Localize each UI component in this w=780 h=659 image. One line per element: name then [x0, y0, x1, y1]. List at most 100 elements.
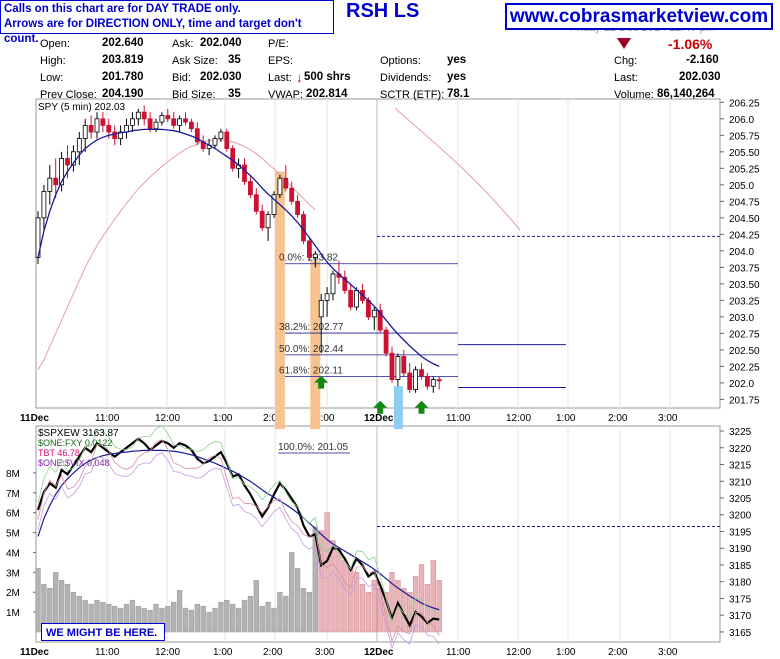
open-label: Open:	[40, 38, 70, 50]
volume-bar	[324, 512, 330, 633]
volume-bar	[212, 607, 218, 633]
volume-tick-label: 6M	[6, 509, 20, 520]
price-candle	[76, 138, 82, 153]
price-candle	[188, 121, 194, 130]
bid-value: 202.030	[200, 71, 242, 83]
price-candle	[419, 369, 424, 377]
vwap-label: VWAP:	[268, 89, 304, 101]
vwap-value: 202.814	[306, 88, 348, 100]
volume-bar	[289, 552, 295, 633]
last-size-value: 500 shrs	[304, 71, 351, 83]
index-tick-label: 3210	[729, 477, 752, 488]
slow-moving-average-line	[394, 107, 521, 231]
volume-bar	[218, 601, 224, 633]
index-tick-label: 3175	[729, 594, 752, 605]
options-value: yes	[447, 54, 467, 66]
price-candle	[124, 125, 129, 133]
volume-bar	[294, 568, 301, 633]
volume-bar	[247, 595, 254, 633]
price-candle	[312, 253, 318, 258]
volume-bar	[353, 572, 360, 633]
price-tick-label: 201.75	[729, 395, 760, 406]
price-candle	[212, 138, 218, 146]
price-candle	[118, 131, 123, 140]
volume-tick-label: 7M	[6, 489, 20, 500]
price-candle	[112, 131, 118, 140]
volume-bar	[235, 607, 242, 633]
price-panel-frame	[35, 98, 721, 409]
price-candle	[177, 118, 183, 126]
volume-bar	[359, 584, 366, 633]
index-tick-label: 3170	[729, 611, 752, 622]
note-line-2: Arrows are for DIRECTION ONLY, time and …	[4, 18, 302, 45]
price-candle	[395, 356, 401, 381]
price-candle	[183, 118, 188, 123]
price-candle	[94, 118, 100, 133]
prev-close-label: Prev Close:	[40, 89, 97, 101]
price-tick-label: 205.75	[729, 131, 760, 142]
price-candle	[230, 148, 236, 169]
prev-close-value: 204.190	[102, 88, 144, 100]
index-tick-label: 3180	[729, 578, 752, 589]
we-might-be-here-note: WE MIGHT BE HERE.	[41, 623, 165, 641]
volume-bar	[165, 605, 171, 633]
volume-bar	[253, 580, 259, 633]
price-candle	[88, 125, 94, 133]
ask-size-label: Ask Size:	[172, 55, 218, 67]
price-candle	[129, 118, 135, 126]
price-candle	[71, 151, 76, 166]
volume-tick-label: 3M	[6, 568, 20, 579]
volume-bar	[259, 605, 265, 633]
time-axis-label: 12:00	[155, 413, 180, 424]
volume-tick-label: 5M	[6, 529, 20, 540]
time-axis-label: 2:00	[608, 647, 628, 658]
price-candle	[135, 111, 141, 120]
vix-overlay-line	[37, 452, 440, 650]
price-candle	[283, 177, 289, 189]
high-value: 203.819	[102, 54, 144, 66]
volume-bar	[418, 564, 425, 633]
index-tick-label: 3165	[729, 628, 752, 639]
price-candle	[159, 115, 165, 123]
price-candle	[324, 293, 330, 301]
volume-tick-label: 1M	[6, 608, 20, 619]
price-candle	[271, 194, 277, 215]
sctr-label: SCTR (ETF):	[380, 89, 445, 101]
volume-bar	[35, 568, 41, 633]
bid-size-label: Bid Size:	[172, 89, 216, 101]
price-candle	[407, 372, 413, 390]
index-tick-label: 3190	[729, 544, 752, 555]
price-tick-label: 202.25	[729, 362, 760, 373]
price-candle	[306, 240, 312, 258]
volume-bar	[312, 526, 318, 633]
high-label: High:	[40, 55, 66, 67]
price-candle	[47, 177, 53, 192]
last2-value: 202.030	[679, 71, 721, 83]
price-candle	[141, 111, 147, 120]
price-candle	[424, 375, 430, 387]
price-candle	[165, 115, 171, 120]
note-line-1: Calls on this chart are for DAY TRADE on…	[4, 3, 241, 15]
price-candle	[247, 181, 253, 196]
volume-bar	[230, 603, 236, 633]
time-axis-label: 11:00	[446, 413, 471, 424]
time-axis-label: 12:00	[155, 647, 180, 658]
volume-bar	[342, 560, 348, 633]
last2-label: Last:	[614, 72, 638, 84]
price-candle	[242, 164, 247, 182]
volume-bar	[412, 576, 419, 633]
price-candle	[41, 191, 47, 219]
volume-label: Volume:	[614, 89, 654, 101]
site-banner[interactable]: www.cobrasmarketview.com	[505, 3, 773, 30]
price-candle	[259, 210, 265, 229]
price-tick-label: 205.0	[729, 181, 754, 192]
fib-label: 61.8%: 202.11	[279, 366, 343, 377]
trading-note: Calls on this chart are for DAY TRADE on…	[0, 0, 334, 45]
fib-label: 100.0%: 201.05	[278, 442, 348, 453]
orange-highlight-bar	[274, 171, 285, 430]
index-tick-label: 3205	[729, 494, 752, 505]
time-axis-label: 3:00	[658, 647, 678, 658]
price-candle	[53, 177, 59, 186]
price-candle	[224, 131, 230, 149]
